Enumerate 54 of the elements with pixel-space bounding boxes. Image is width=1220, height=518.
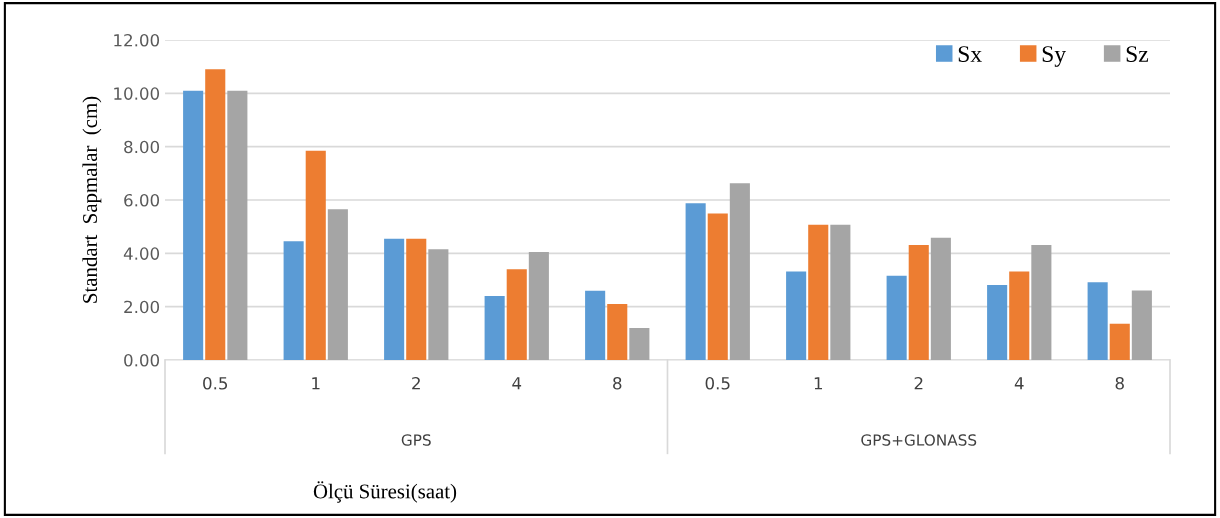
bar: [1087, 282, 1108, 360]
bar: [786, 271, 807, 360]
bar: [886, 275, 907, 360]
bar: [406, 238, 427, 360]
bar: [384, 238, 405, 360]
legend-label: Sx: [958, 46, 982, 63]
x-tick-label: 8: [613, 376, 622, 390]
x-tick-label: 1: [312, 377, 320, 390]
bar: [506, 269, 527, 360]
bar: [585, 290, 606, 360]
x-axis-title: Ölçü Süresi(saat): [313, 481, 457, 503]
y-tick-label: 4.00: [123, 247, 160, 260]
bar: [1109, 323, 1130, 360]
bar: [930, 237, 951, 360]
bar: [1009, 271, 1030, 360]
text: GPS+GLONASS: [861, 434, 977, 446]
bar: [327, 209, 348, 360]
y-tick-label: 8.00: [124, 140, 160, 154]
bar: [428, 249, 449, 360]
bar: [1031, 245, 1052, 360]
bar: [528, 252, 549, 360]
bar: [484, 296, 505, 360]
bar: [685, 203, 706, 360]
bar: [227, 90, 248, 360]
bar: [629, 328, 650, 360]
text: GPS: [401, 434, 431, 446]
y-tick-label: 0.00: [124, 353, 160, 367]
legend-label: Sz: [1126, 46, 1149, 63]
x-tick-label: 2: [914, 376, 923, 390]
x-tick-label: 0.5: [203, 376, 228, 390]
bar: [205, 69, 226, 360]
y-axis-title: Standart Sapmalar (cm): [82, 96, 102, 303]
bar: [987, 285, 1008, 360]
bar: [305, 150, 326, 360]
x-tick-label: 1: [814, 377, 823, 390]
bar: [607, 304, 628, 360]
bar: [830, 224, 851, 360]
x-tick-label: 0.5: [705, 376, 730, 390]
bar: [1131, 290, 1152, 360]
bar: [729, 183, 750, 360]
legend-label: Sy: [1042, 46, 1067, 67]
bar: [908, 245, 929, 360]
bar: [183, 90, 204, 360]
y-tick-label: 6.00: [124, 193, 160, 207]
x-tick-label: 4: [512, 377, 522, 390]
x-tick-label: 4: [1014, 377, 1024, 390]
bar: [707, 213, 728, 360]
y-tick-label: 10.00: [114, 87, 160, 100]
bar: [283, 241, 304, 360]
x-tick-label: 8: [1115, 376, 1124, 390]
bar: [808, 224, 829, 360]
y-tick-label: 2.00: [124, 300, 160, 314]
y-tick-label: 12.00: [114, 33, 160, 47]
x-tick-label: 2: [412, 376, 420, 390]
